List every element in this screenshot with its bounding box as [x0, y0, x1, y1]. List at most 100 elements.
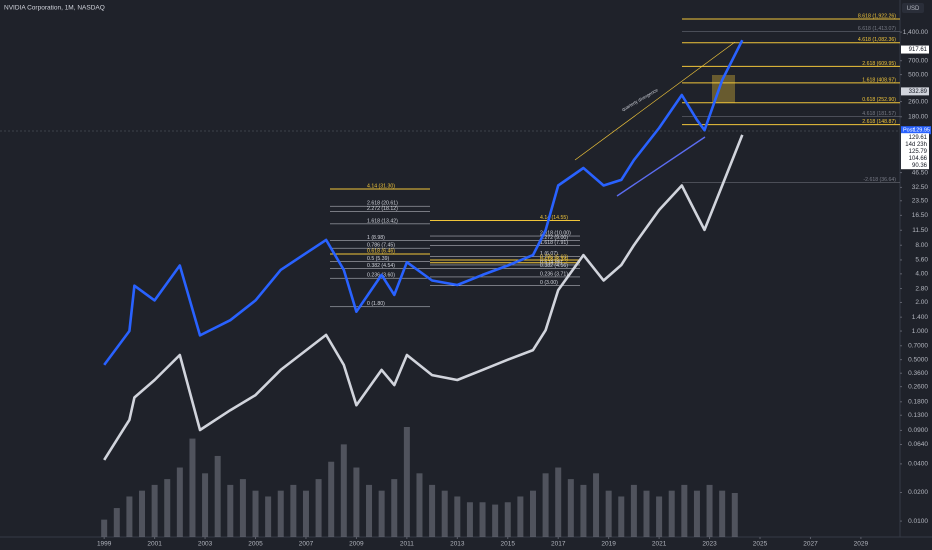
volume-bar [176, 467, 183, 537]
stacked-tag: 129.61 [909, 135, 928, 141]
fib-label: 4.618 (181.57) [862, 111, 896, 117]
fib-label: 0.618 (252.90) [862, 97, 896, 103]
volume-bar [277, 490, 284, 537]
fib-label: 4.618 (1,082.36) [858, 37, 896, 43]
currency-box[interactable] [902, 3, 924, 13]
fib-label: 2.618 (148.87) [862, 119, 896, 125]
y-tick-label: 23.50 [912, 197, 929, 204]
currency-label[interactable]: USD [907, 6, 920, 12]
stacked-tag-box [901, 161, 929, 170]
volume-bar [643, 490, 650, 537]
y-tick-label: 5.60 [915, 257, 928, 264]
volume-bar [630, 484, 637, 537]
volume-bar [378, 490, 385, 537]
volume-bar [139, 490, 146, 537]
volume-bar [593, 473, 600, 537]
x-tick-label: 2005 [248, 541, 263, 548]
volume-bar [239, 479, 246, 537]
fib-label: 4.14 (14.55) [540, 215, 568, 221]
volume-bar [517, 496, 524, 537]
volume-bar [580, 484, 587, 537]
y-tick-label: 11.50 [912, 227, 928, 234]
price-series [103, 39, 744, 366]
fib-label: 0.618 (6.46) [367, 248, 395, 254]
price-series [103, 134, 744, 461]
fib-label: 0.236 (3.71) [540, 271, 568, 277]
y-tick-label: 0.0400 [908, 461, 928, 468]
x-tick-label: 2013 [450, 541, 465, 548]
volume-bar [719, 490, 726, 537]
volume-bar [391, 479, 398, 537]
volume-bar [252, 490, 259, 537]
volume-bar [668, 490, 675, 537]
trend-line [574, 41, 736, 161]
y-tick-label: 0.0640 [908, 441, 928, 448]
y-tick-label: 500.00 [908, 71, 928, 78]
volume-bar [340, 444, 347, 537]
stacked-tag: 14d 23h [905, 142, 927, 148]
volume-bar [227, 484, 234, 537]
fib-label: 1.618 (408.97) [862, 77, 896, 83]
stacked-tag-box [901, 133, 929, 142]
volume-bar [189, 438, 196, 537]
post-price: 129.95 [913, 128, 930, 134]
x-tick-label: 2001 [147, 541, 162, 548]
volume-bar [681, 484, 688, 537]
volume-bar [693, 490, 700, 537]
y-tick-label: 1.400 [912, 314, 929, 321]
volume-bar [290, 484, 297, 537]
stacked-tag-box [901, 154, 929, 163]
fib-label: 0.5 (4.96) [540, 259, 562, 265]
volume-bar [416, 473, 423, 537]
price-tag: 332.89 [909, 89, 928, 95]
fib-label: 2.618 (609.95) [862, 61, 896, 67]
y-tick-label: 0.5000 [908, 356, 928, 363]
x-tick-label: 2025 [753, 541, 768, 548]
chart-title: NVIDIA Corporation, 1M, NASDAQ [4, 5, 105, 12]
fib-label: 0.382 (4.54) [367, 263, 395, 269]
trend-line [616, 136, 706, 197]
y-tick-label: 2.00 [915, 299, 928, 306]
volume-bar [441, 490, 448, 537]
fib-label: 0.382 (4.56) [540, 263, 568, 269]
fib-label: 2.618 (10.00) [540, 230, 571, 236]
volume-bar [328, 461, 335, 537]
volume-bar [454, 496, 461, 537]
volume-bar [126, 496, 133, 537]
y-tick-label: 260.00 [908, 98, 928, 105]
volume-bar [605, 490, 612, 537]
price-tag-box [901, 87, 929, 96]
stacked-tag-box [901, 147, 929, 156]
x-tick-label: 2029 [854, 541, 869, 548]
y-tick-label: 0.0100 [908, 518, 928, 525]
y-tick-label: 1,400.00 [903, 29, 929, 36]
y-tick-label: 180.00 [908, 113, 928, 120]
y-tick-label: 0.0200 [908, 489, 928, 496]
post-price-box [914, 126, 931, 135]
fib-label: 1 (6.07) [540, 251, 558, 257]
stacked-tag: 125.79 [909, 149, 928, 155]
y-tick-label: 1.000 [912, 328, 929, 335]
y-tick-label: 0.7000 [908, 342, 928, 349]
stacked-tag-box [901, 140, 929, 149]
y-tick-label: 32.50 [912, 184, 929, 191]
x-tick-label: 2021 [652, 541, 667, 548]
y-tick-label: 0.1300 [908, 412, 928, 419]
y-tick-label: 0.0900 [908, 427, 928, 434]
price-tag: 917.61 [909, 47, 928, 53]
volume-bar [618, 496, 625, 537]
volume-bar [265, 496, 272, 537]
volume-bar [366, 484, 373, 537]
x-tick-label: 2009 [349, 541, 364, 548]
y-tick-label: 4.00 [915, 271, 928, 278]
volume-bar [202, 473, 209, 537]
x-tick-label: 2015 [501, 541, 516, 548]
fib-label: -2.618 (36.64) [863, 177, 896, 183]
y-tick-label: 0.3600 [908, 370, 928, 377]
y-tick-label: 0.1800 [908, 399, 928, 406]
fib-label: 4.14 (31.30) [367, 183, 395, 189]
volume-bar [315, 479, 322, 537]
